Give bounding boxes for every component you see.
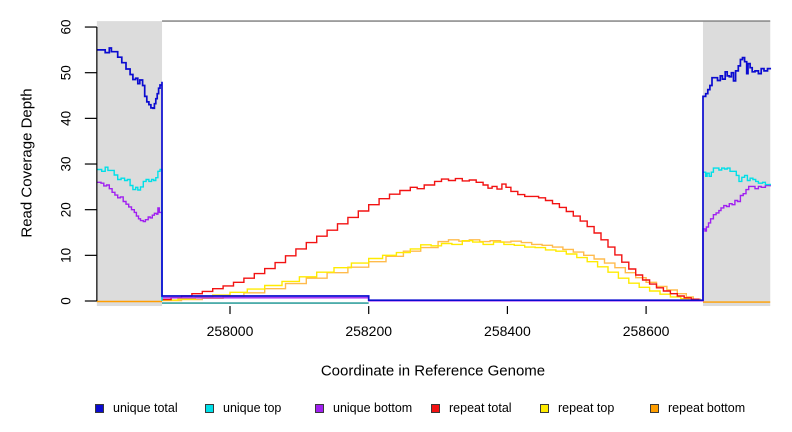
y-tick-label: 20 [58, 202, 73, 217]
masked-region [702, 21, 771, 307]
legend-item-unique-bottom: unique bottom [315, 402, 412, 415]
legend-label: unique bottom [333, 401, 413, 415]
y-tick-label: 30 [58, 157, 73, 172]
legend-label: repeat total [449, 401, 512, 415]
legend-item-unique-total: unique total [95, 402, 178, 415]
series-repeat-total [162, 177, 700, 301]
legend-swatch [205, 404, 214, 413]
x-tick-label: 258600 [623, 323, 670, 339]
y-axis-title: Read Coverage Depth [18, 88, 36, 238]
y-tick-label: 0 [58, 297, 73, 305]
legend-item-repeat-total: repeat total [431, 402, 512, 415]
y-tick-label: 10 [58, 248, 73, 263]
legend-item-unique-top: unique top [205, 402, 281, 415]
x-tick-label: 258200 [345, 323, 392, 339]
legend-label: repeat top [558, 401, 615, 415]
x-tick-label: 258000 [207, 323, 254, 339]
legend-swatch [431, 404, 440, 413]
legend-item-repeat-top: repeat top [540, 402, 614, 415]
legend-swatch [650, 404, 659, 413]
series-unique-top [96, 166, 163, 301]
legend-item-repeat-bottom: repeat bottom [650, 402, 745, 415]
series-unique-total [96, 47, 772, 302]
series-repeat-bottom [162, 239, 701, 302]
x-tick-label: 258400 [484, 323, 531, 339]
legend-label: unique total [113, 401, 178, 415]
legend-swatch [315, 404, 324, 413]
y-tick-label: 40 [58, 111, 73, 126]
legend-swatch [95, 404, 104, 413]
legend-label: repeat bottom [668, 401, 746, 415]
masked-region [96, 21, 163, 307]
legend-swatch [540, 404, 549, 413]
legend-label: unique top [223, 401, 282, 415]
y-tick-label: 60 [58, 20, 73, 35]
x-axis-title: Coordinate in Reference Genome [320, 362, 546, 380]
y-tick-label: 50 [58, 65, 73, 80]
series-unique-bottom [96, 181, 771, 302]
series-repeat-top [162, 240, 690, 301]
series-unique-top [703, 167, 771, 186]
